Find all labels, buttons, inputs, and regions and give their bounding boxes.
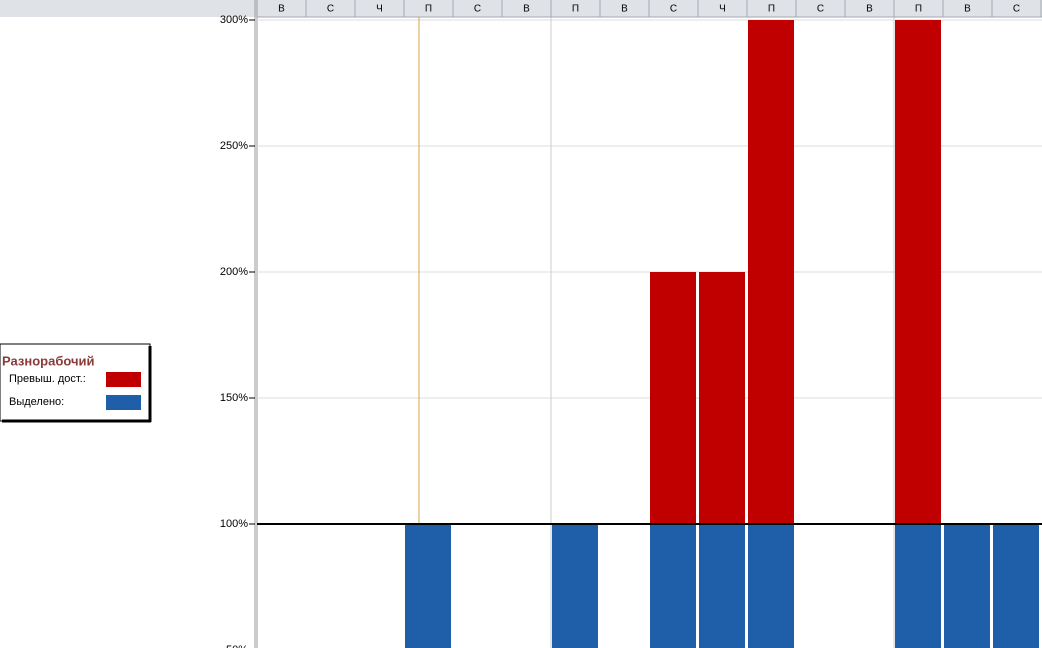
day-label: В [621,4,628,15]
day-label: В [523,4,530,15]
day-label: П [768,4,775,15]
bar [993,524,1039,648]
day-label: П [915,4,922,15]
legend-swatch [106,395,141,410]
legend-swatch [106,372,141,387]
day-label: С [817,4,824,15]
y-tick-label: 300% [220,14,248,26]
day-label: П [425,4,432,15]
day-label: С [1013,4,1020,15]
y-tick-label: 200% [220,266,248,278]
day-label: В [964,4,971,15]
day-label: С [670,4,677,15]
bar [650,272,696,524]
bar [405,524,451,648]
day-label: В [866,4,873,15]
y-tick-label: 100% [220,518,248,530]
bar [552,524,598,648]
bar [944,524,990,648]
legend-title: Разнорабочий [2,353,95,368]
day-label: С [474,4,481,15]
legend-label: Выделено: [9,396,64,408]
bar [650,524,696,648]
timescale-header [0,0,1042,17]
y-tick-label: 250% [220,140,248,152]
bar [699,524,745,648]
bar [699,272,745,524]
bar [895,524,941,648]
bar [748,524,794,648]
bar [748,20,794,524]
y-tick-label: 50% [226,644,248,648]
day-label: С [327,4,334,15]
y-tick-label: 150% [220,392,248,404]
day-label: Ч [719,4,726,15]
bar [895,20,941,524]
day-label: В [278,4,285,15]
day-label: П [572,4,579,15]
day-label: Ч [376,4,383,15]
legend-label: Превыш. дост.: [9,373,86,385]
